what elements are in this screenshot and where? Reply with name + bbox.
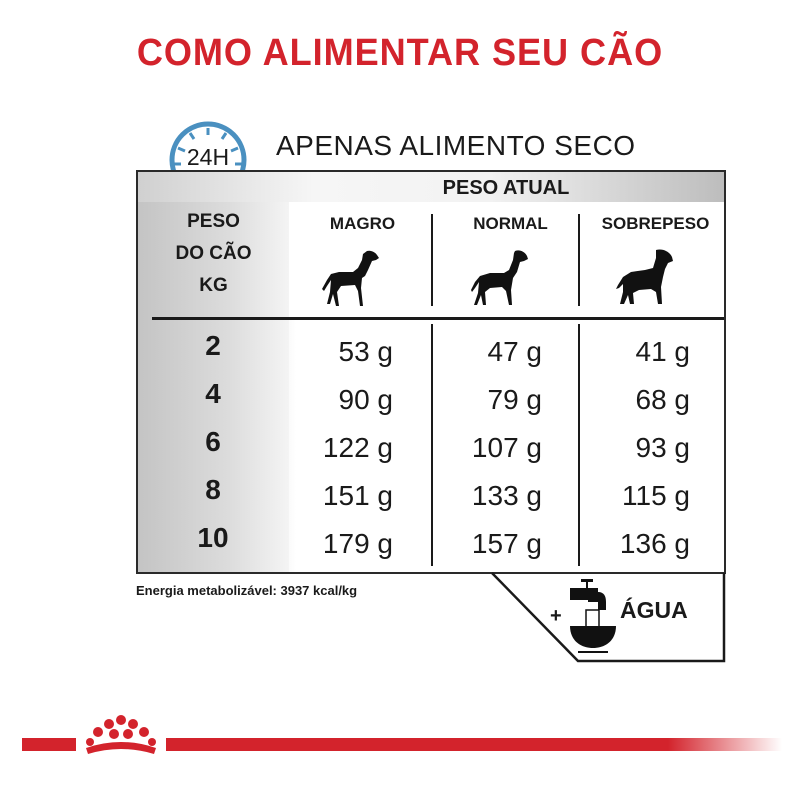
water-tap-bowl-icon	[570, 579, 616, 653]
header-divider	[152, 317, 724, 320]
water-label: ÁGUA	[620, 597, 688, 623]
row-header: PESO DO CÃO KG	[138, 206, 289, 302]
header-band	[138, 172, 724, 202]
column-header-magro: MAGRO	[329, 214, 396, 233]
amount-magro: 151 g	[322, 480, 393, 511]
weight-kg: 4	[205, 378, 221, 409]
dog-thin-icon	[322, 250, 379, 306]
column-divider	[578, 214, 580, 306]
column-header-normal: NORMAL	[473, 214, 548, 233]
row-header-line: DO CÃO	[175, 243, 252, 264]
brand-red-bar	[22, 738, 782, 751]
subtitle: APENAS ALIMENTO SECO	[276, 130, 636, 161]
amount-magro: 90 g	[338, 384, 394, 415]
row-header-line: KG	[199, 275, 228, 296]
amount-magro: 53 g	[338, 336, 394, 367]
group-header: PESO ATUAL	[442, 177, 570, 199]
water-plus: +	[550, 605, 562, 627]
weight-kg: 6	[205, 426, 221, 457]
amount-sobrepeso: 68 g	[635, 384, 691, 415]
water-box	[491, 572, 726, 663]
amount-normal: 133 g	[471, 480, 542, 511]
page-title: COMO ALIMENTAR SEU CÃO	[136, 32, 664, 74]
amount-normal: 47 g	[487, 336, 543, 367]
weight-column	[138, 202, 289, 572]
amount-magro: 179 g	[322, 528, 393, 559]
clock-label: 24H	[186, 144, 230, 170]
amount-magro: 122 g	[322, 432, 393, 463]
column-divider	[431, 214, 433, 306]
weight-kg: 10	[197, 522, 229, 553]
amount-sobrepeso: 93 g	[635, 432, 691, 463]
amount-sobrepeso: 115 g	[622, 480, 690, 511]
column-header-sobrepeso: SOBREPESO	[601, 214, 710, 233]
row-header-line: PESO	[187, 211, 240, 232]
weight-kg: 8	[205, 474, 221, 505]
amount-normal: 79 g	[487, 384, 543, 415]
column-divider	[431, 324, 433, 566]
amount-sobrepeso: 41 g	[635, 336, 691, 367]
dog-normal-icon	[471, 250, 528, 305]
dog-overweight-icon	[616, 249, 673, 304]
feeding-table: PESO ATUAL PESO DO CÃO KG MAGRO NORMAL S…	[136, 170, 726, 574]
royal-canin-crown-logo	[76, 712, 166, 762]
amount-normal: 107 g	[471, 432, 542, 463]
amount-sobrepeso: 136 g	[619, 528, 690, 559]
clock-24h-icon: 24H	[166, 116, 250, 170]
column-divider	[578, 324, 580, 566]
weight-kg: 2	[205, 330, 221, 361]
amount-normal: 157 g	[471, 528, 542, 559]
energy-note: Energia metabolizável: 3937 kcal/kg	[136, 583, 358, 598]
